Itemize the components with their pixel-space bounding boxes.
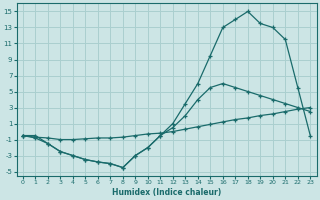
X-axis label: Humidex (Indice chaleur): Humidex (Indice chaleur) xyxy=(112,188,221,197)
